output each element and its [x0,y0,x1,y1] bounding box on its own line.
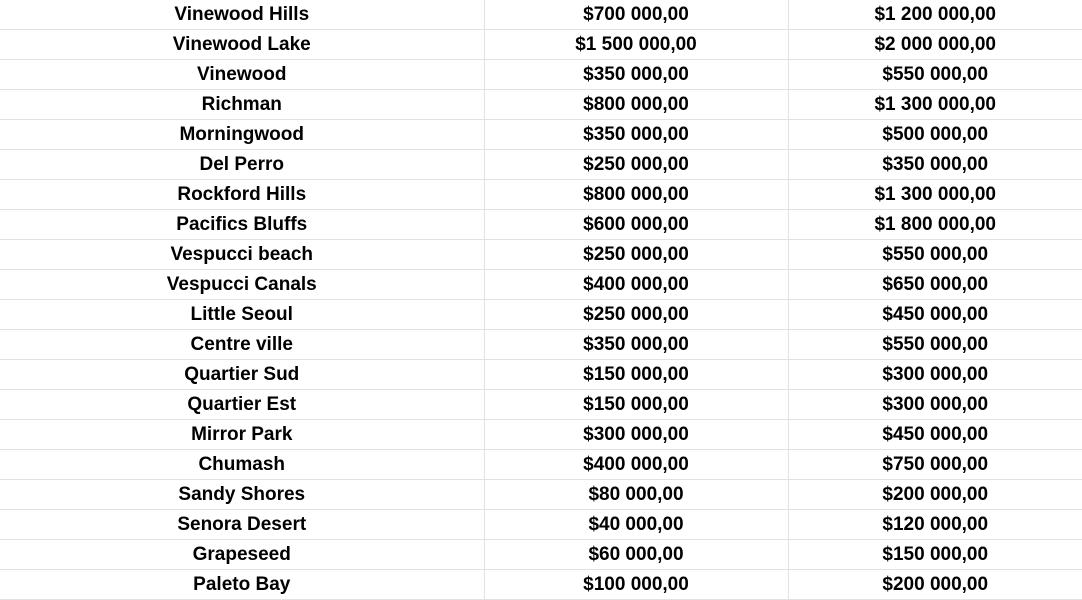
table-row: Centre ville $350 000,00 $550 000,00 [0,329,1082,360]
cell-min-price[interactable]: $40 000,00 [484,509,789,540]
cell-max-price[interactable]: $550 000,00 [788,59,1082,90]
cell-min-price[interactable]: $600 000,00 [484,209,789,240]
cell-district[interactable]: Sandy Shores [0,479,485,510]
cell-min-price[interactable]: $150 000,00 [484,389,789,420]
cell-district[interactable]: Quartier Est [0,389,485,420]
cell-min-price[interactable]: $350 000,00 [484,329,789,360]
cell-max-price[interactable]: $500 000,00 [788,119,1082,150]
cell-min-price[interactable]: $300 000,00 [484,419,789,450]
cell-min-price[interactable]: $150 000,00 [484,359,789,390]
cell-max-price[interactable]: $1 300 000,00 [788,179,1082,210]
cell-district[interactable]: Vespucci beach [0,239,485,270]
cell-min-price[interactable]: $80 000,00 [484,479,789,510]
table-row: Vinewood Lake $1 500 000,00 $2 000 000,0… [0,29,1082,60]
table-row: Mirror Park $300 000,00 $450 000,00 [0,419,1082,450]
cell-min-price[interactable]: $400 000,00 [484,269,789,300]
cell-max-price[interactable]: $350 000,00 [788,149,1082,180]
cell-min-price[interactable]: $700 000,00 [484,0,789,30]
cell-district[interactable]: Pacifics Bluffs [0,209,485,240]
table-row: Paleto Bay $100 000,00 $200 000,00 [0,569,1082,600]
cell-district[interactable]: Vinewood Hills [0,0,485,30]
cell-district[interactable]: Vinewood [0,59,485,90]
cell-min-price[interactable]: $800 000,00 [484,89,789,120]
table-row: Grapeseed $60 000,00 $150 000,00 [0,539,1082,570]
cell-district[interactable]: Paleto Bay [0,569,485,600]
table-row: Pacifics Bluffs $600 000,00 $1 800 000,0… [0,209,1082,240]
cell-max-price[interactable]: $750 000,00 [788,449,1082,480]
cell-min-price[interactable]: $800 000,00 [484,179,789,210]
table-row: Little Seoul $250 000,00 $450 000,00 [0,299,1082,330]
cell-max-price[interactable]: $550 000,00 [788,329,1082,360]
cell-district[interactable]: Vespucci Canals [0,269,485,300]
table-row: Del Perro $250 000,00 $350 000,00 [0,149,1082,180]
cell-district[interactable]: Del Perro [0,149,485,180]
cell-max-price[interactable]: $1 800 000,00 [788,209,1082,240]
cell-min-price[interactable]: $250 000,00 [484,149,789,180]
cell-max-price[interactable]: $1 200 000,00 [788,0,1082,30]
cell-district[interactable]: Vinewood Lake [0,29,485,60]
cell-district[interactable]: Little Seoul [0,299,485,330]
cell-district[interactable]: Richman [0,89,485,120]
cell-min-price[interactable]: $1 500 000,00 [484,29,789,60]
table-row: Richman $800 000,00 $1 300 000,00 [0,89,1082,120]
cell-max-price[interactable]: $1 300 000,00 [788,89,1082,120]
table-row: Morningwood $350 000,00 $500 000,00 [0,119,1082,150]
table-row: Vespucci Canals $400 000,00 $650 000,00 [0,269,1082,300]
table-row: Sandy Shores $80 000,00 $200 000,00 [0,479,1082,510]
cell-max-price[interactable]: $650 000,00 [788,269,1082,300]
cell-district[interactable]: Morningwood [0,119,485,150]
cell-max-price[interactable]: $150 000,00 [788,539,1082,570]
table-row: Quartier Sud $150 000,00 $300 000,00 [0,359,1082,390]
table-row: Senora Desert $40 000,00 $120 000,00 [0,509,1082,540]
cell-max-price[interactable]: $300 000,00 [788,359,1082,390]
cell-district[interactable]: Rockford Hills [0,179,485,210]
cell-max-price[interactable]: $120 000,00 [788,509,1082,540]
cell-min-price[interactable]: $400 000,00 [484,449,789,480]
cell-max-price[interactable]: $200 000,00 [788,569,1082,600]
cell-max-price[interactable]: $450 000,00 [788,419,1082,450]
table-row: Vespucci beach $250 000,00 $550 000,00 [0,239,1082,270]
cell-max-price[interactable]: $550 000,00 [788,239,1082,270]
cell-min-price[interactable]: $250 000,00 [484,239,789,270]
cell-min-price[interactable]: $350 000,00 [484,119,789,150]
cell-min-price[interactable]: $60 000,00 [484,539,789,570]
cell-district[interactable]: Centre ville [0,329,485,360]
cell-max-price[interactable]: $200 000,00 [788,479,1082,510]
cell-district[interactable]: Senora Desert [0,509,485,540]
cell-max-price[interactable]: $300 000,00 [788,389,1082,420]
table-row: Rockford Hills $800 000,00 $1 300 000,00 [0,179,1082,210]
table-row: Vinewood $350 000,00 $550 000,00 [0,59,1082,90]
cell-district[interactable]: Mirror Park [0,419,485,450]
cell-district[interactable]: Chumash [0,449,485,480]
cell-min-price[interactable]: $100 000,00 [484,569,789,600]
table-row: Chumash $400 000,00 $750 000,00 [0,449,1082,480]
cell-min-price[interactable]: $350 000,00 [484,59,789,90]
cell-district[interactable]: Quartier Sud [0,359,485,390]
cell-district[interactable]: Grapeseed [0,539,485,570]
table-row: Vinewood Hills $700 000,00 $1 200 000,00 [0,0,1082,30]
table-row: Quartier Est $150 000,00 $300 000,00 [0,389,1082,420]
cell-max-price[interactable]: $2 000 000,00 [788,29,1082,60]
cell-max-price[interactable]: $450 000,00 [788,299,1082,330]
cell-min-price[interactable]: $250 000,00 [484,299,789,330]
